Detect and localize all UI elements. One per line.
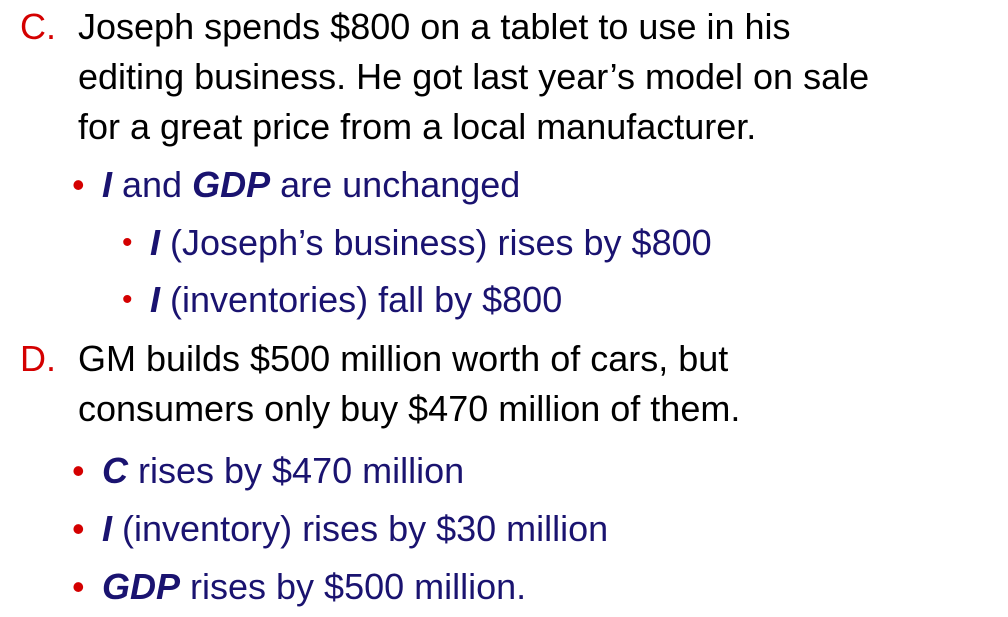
item-line: editing business. He got last year’s mod… [78,56,870,97]
item-line: consumers only buy $470 million of them. [78,388,741,429]
bullet-text: I (Joseph’s business) rises by $800 [150,222,712,263]
bullet-text: I (inventories) fall by $800 [150,279,563,320]
bullet-dot: • [72,164,85,205]
item-line: for a great price from a local manufactu… [78,106,757,147]
bullet-dot: • [72,566,85,607]
bullet-dot: • [122,283,133,316]
bullet-dot: • [122,226,133,259]
item-text: GM builds $500 million worth of cars, bu… [78,334,1008,434]
item-text: Joseph spends $800 on a tablet to use in… [78,2,1008,152]
bullet-dot: • [72,450,85,491]
item-letter: C. [20,6,56,47]
bullet-text: C rises by $470 million [102,450,465,491]
item-letter: D. [20,338,56,379]
bullet-text: GDP rises by $500 million. [102,566,527,607]
item-line: Joseph spends $800 on a tablet to use in… [78,6,791,47]
bullet-text: I (inventory) rises by $30 million [102,508,609,549]
bullet-dot: • [72,508,85,549]
bullet-text: I and GDP are unchanged [102,164,521,205]
item-line: GM builds $500 million worth of cars, bu… [78,338,729,379]
